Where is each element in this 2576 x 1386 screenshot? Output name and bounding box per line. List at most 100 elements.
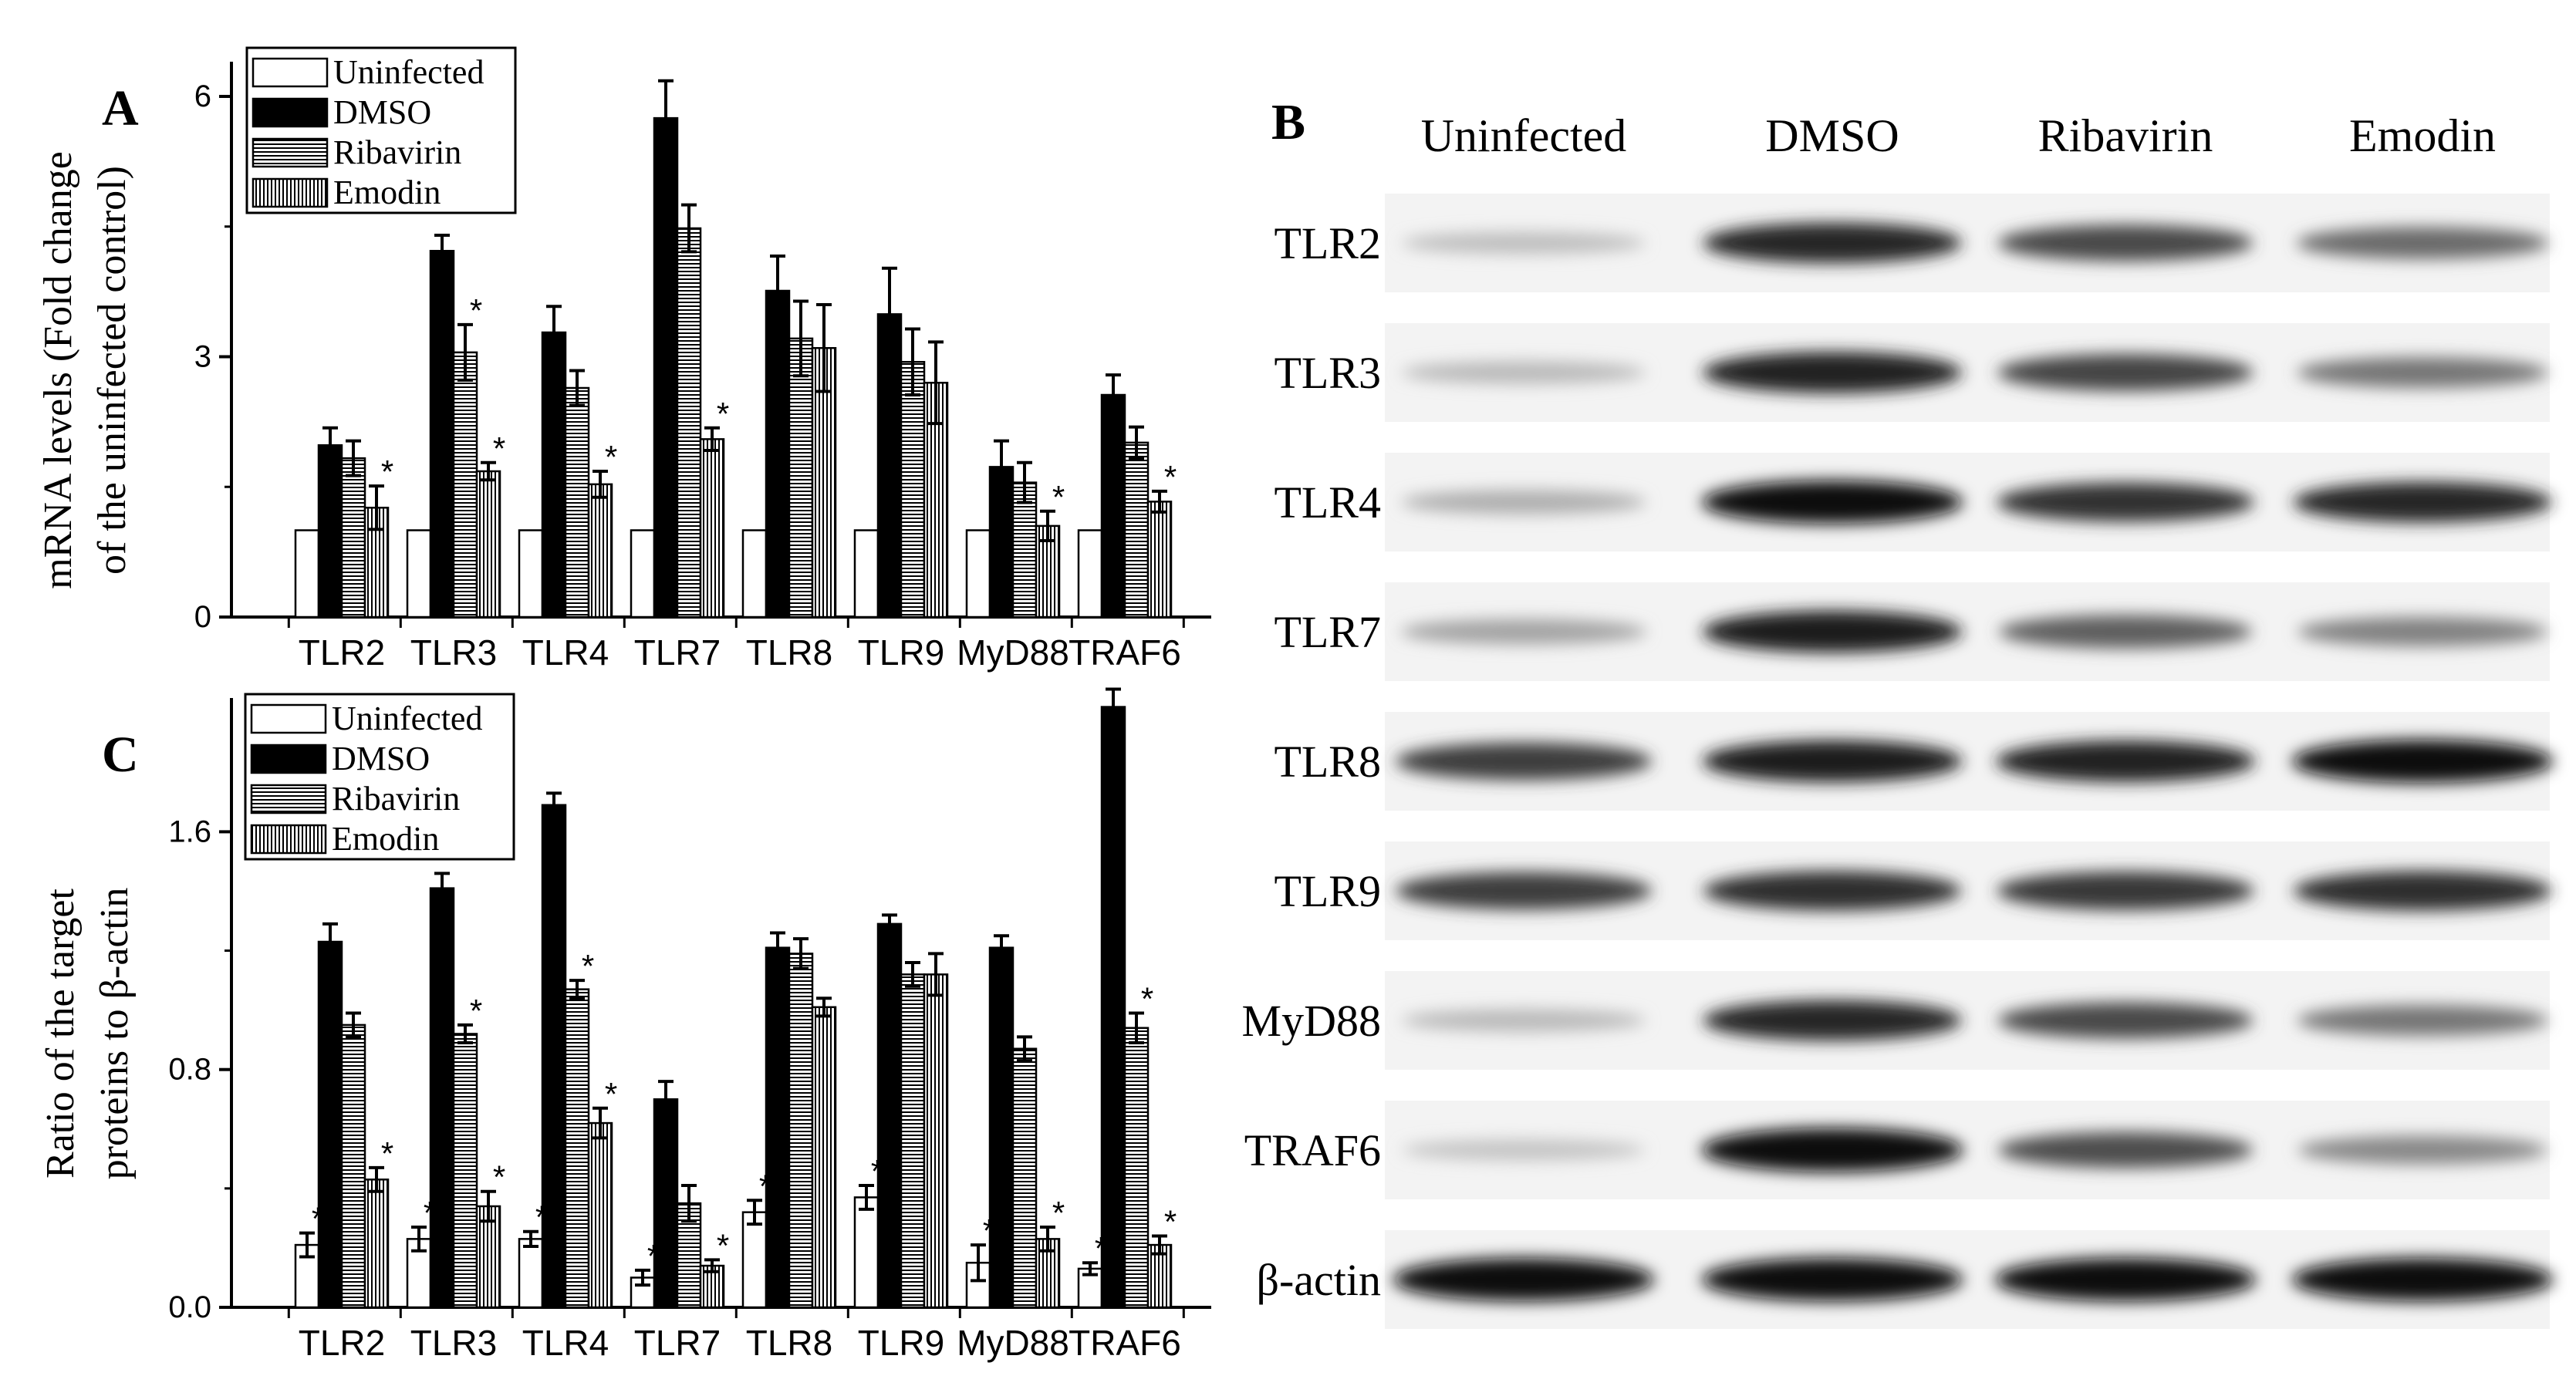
panel-c-legend-swatch xyxy=(250,744,327,774)
panel-a-category-label: TLR3 xyxy=(410,632,497,673)
panel-c-bar xyxy=(587,1121,613,1309)
blot-band xyxy=(2291,739,2554,784)
blot-band xyxy=(1994,1257,2257,1302)
panel-c-legend-label: Ribavirin xyxy=(332,780,460,818)
panel-a-legend-label: Uninfected xyxy=(333,53,484,91)
panel-c-y-tick-label: 0.8 xyxy=(168,1053,211,1087)
blot-band xyxy=(1997,354,2254,391)
panel-c-legend-label: Uninfected xyxy=(332,700,482,737)
blot-band xyxy=(2293,871,2552,911)
panel-c-significance-mark: * xyxy=(470,993,482,1029)
panel-a-legend-swatch xyxy=(252,177,329,208)
blot-row-label: TLR3 xyxy=(1274,348,1381,398)
panel-a-bar xyxy=(429,250,455,619)
blot-band xyxy=(1395,872,1653,910)
panel-c-bar xyxy=(653,1098,679,1309)
panel-a-category-label: TLR9 xyxy=(858,632,944,673)
panel-a-legend-label: Emodin xyxy=(333,174,441,211)
blot-band xyxy=(1701,480,1963,524)
panel-a-bar xyxy=(765,289,791,619)
panel-c: C Ratio of the target proteins to β-acti… xyxy=(39,687,1211,1363)
panel-c-significance-mark: * xyxy=(582,948,594,984)
panel-a: A mRNA levels (Fold change of the uninfe… xyxy=(36,46,1211,673)
panel-c-bar xyxy=(853,1196,879,1309)
panel-c-bar xyxy=(564,988,590,1309)
panel-c-legend-swatch xyxy=(250,824,327,855)
panel-a-ylabel-line1: mRNA levels (Fold change xyxy=(36,151,80,589)
panel-a-bar xyxy=(294,529,320,619)
blot-band xyxy=(2296,227,2549,259)
blot-column-label: Ribavirin xyxy=(2038,110,2213,161)
panel-a-significance-mark: * xyxy=(493,430,505,467)
blot-band xyxy=(1393,1257,1655,1302)
panel-c-category-label: TRAF6 xyxy=(1069,1323,1181,1363)
panel-a-bar xyxy=(653,116,679,619)
panel-a-bar xyxy=(340,457,366,619)
panel-c-bar xyxy=(811,1006,837,1309)
blot-row-label: MyD88 xyxy=(1242,996,1381,1046)
blot-band xyxy=(1703,871,1962,911)
blot-row-label: β-actin xyxy=(1256,1255,1381,1305)
blot-band xyxy=(1402,1139,1646,1161)
panel-c-bar xyxy=(340,1023,366,1309)
panel-c-bar xyxy=(923,973,949,1309)
panel-c-significance-mark: * xyxy=(1052,1195,1065,1231)
panel-c-bar xyxy=(1123,1027,1150,1309)
panel-c-bar xyxy=(541,804,567,1309)
panel-b: B Uninfected DMSO Ribavirin Emodin TLR2 TLR3 T… xyxy=(1242,94,2554,1329)
panel-a-bar xyxy=(475,470,501,619)
panel-a-legend-swatch xyxy=(252,97,329,128)
blot-band xyxy=(2297,357,2548,388)
panel-a-bar xyxy=(518,529,544,619)
panel-c-significance-mark: * xyxy=(717,1227,729,1263)
panel-c-significance-mark: * xyxy=(1141,980,1153,1017)
blot-band xyxy=(1701,1128,1963,1172)
blot-band xyxy=(1703,1000,1962,1041)
panel-c-category-label: TLR2 xyxy=(299,1323,385,1363)
blot-row-label: TLR4 xyxy=(1274,477,1381,528)
panel-a-bar xyxy=(965,529,991,619)
panel-a-bar xyxy=(900,361,926,619)
panel-a-significance-mark: * xyxy=(605,439,617,475)
panel-a-bar xyxy=(541,331,567,619)
panel-a-significance-mark: * xyxy=(1164,459,1177,495)
panel-c-bar xyxy=(429,887,455,1309)
panel-c-category-label: TLR4 xyxy=(522,1323,609,1363)
panel-a-bar xyxy=(1123,441,1150,619)
panel-a-bar xyxy=(699,438,725,619)
panel-a-bar xyxy=(741,529,768,619)
panel-c-bar xyxy=(1100,706,1126,1309)
panel-a-significance-mark: * xyxy=(470,292,482,329)
blot-band xyxy=(2291,1257,2554,1302)
panel-a-bar xyxy=(564,386,590,619)
panel-a-bar xyxy=(676,227,702,619)
panel-c-bar xyxy=(988,946,1015,1309)
blot-row-label: TLR7 xyxy=(1274,607,1381,657)
blot-band xyxy=(1997,224,2254,261)
panel-c-legend-label: DMSO xyxy=(332,740,430,777)
panel-a-legend-swatch xyxy=(252,137,329,168)
panel-c-category-label: TLR7 xyxy=(634,1323,721,1363)
panel-a-bar xyxy=(406,529,432,619)
blot-band xyxy=(1400,619,1647,645)
panel-a-category-label: TLR8 xyxy=(746,632,832,673)
blot-band xyxy=(1402,361,1646,384)
panel-c-plot: 0.00.81.6**TLR2***TLR3***TLR4**TLR7*TLR8… xyxy=(168,687,1211,1363)
blot-band xyxy=(1701,1257,1963,1302)
blot-band xyxy=(1997,871,2254,911)
panel-a-y-tick-label: 3 xyxy=(194,340,211,374)
blot-band xyxy=(1402,231,1646,255)
panel-c-category-label: MyD88 xyxy=(957,1323,1069,1363)
panel-a-bar xyxy=(853,529,879,619)
panel-c-legend-swatch xyxy=(250,703,327,734)
panel-a-bar xyxy=(788,337,814,619)
panel-c-bar xyxy=(741,1211,768,1309)
panel-a-legend-swatch xyxy=(252,57,329,88)
panel-c-ylabel-line2: proteins to β-actin xyxy=(93,888,137,1180)
panel-c-bar xyxy=(518,1238,544,1309)
panel-a-bar xyxy=(587,483,613,619)
blot-band xyxy=(1401,490,1646,514)
panel-a-bar xyxy=(630,529,656,619)
